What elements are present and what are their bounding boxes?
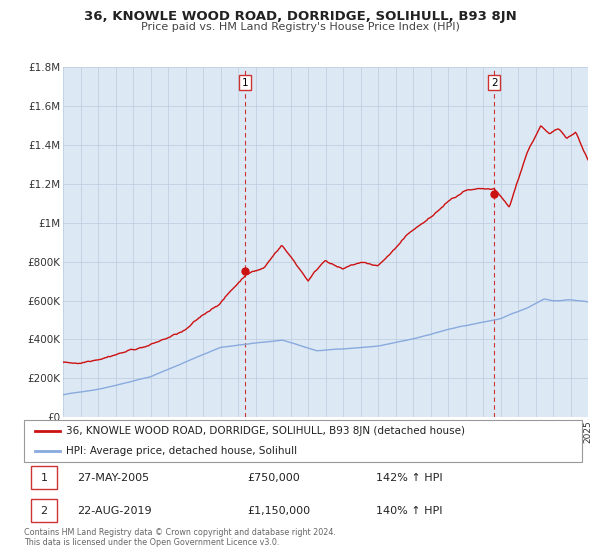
Text: £1,150,000: £1,150,000 xyxy=(247,506,310,516)
Bar xyxy=(31,499,58,522)
Text: Price paid vs. HM Land Registry's House Price Index (HPI): Price paid vs. HM Land Registry's House … xyxy=(140,22,460,32)
Text: 142% ↑ HPI: 142% ↑ HPI xyxy=(376,473,442,483)
Text: 27-MAY-2005: 27-MAY-2005 xyxy=(77,473,149,483)
Text: 2: 2 xyxy=(491,78,497,88)
Text: 36, KNOWLE WOOD ROAD, DORRIDGE, SOLIHULL, B93 8JN (detached house): 36, KNOWLE WOOD ROAD, DORRIDGE, SOLIHULL… xyxy=(66,426,465,436)
Text: 22-AUG-2019: 22-AUG-2019 xyxy=(77,506,152,516)
Text: 140% ↑ HPI: 140% ↑ HPI xyxy=(376,506,442,516)
Bar xyxy=(31,466,58,489)
Text: £750,000: £750,000 xyxy=(247,473,300,483)
Text: 1: 1 xyxy=(41,473,47,483)
Text: 1: 1 xyxy=(242,78,248,88)
Text: 36, KNOWLE WOOD ROAD, DORRIDGE, SOLIHULL, B93 8JN: 36, KNOWLE WOOD ROAD, DORRIDGE, SOLIHULL… xyxy=(83,10,517,23)
Text: 2: 2 xyxy=(41,506,47,516)
Text: HPI: Average price, detached house, Solihull: HPI: Average price, detached house, Soli… xyxy=(66,446,297,456)
Text: Contains HM Land Registry data © Crown copyright and database right 2024.
This d: Contains HM Land Registry data © Crown c… xyxy=(24,528,336,547)
